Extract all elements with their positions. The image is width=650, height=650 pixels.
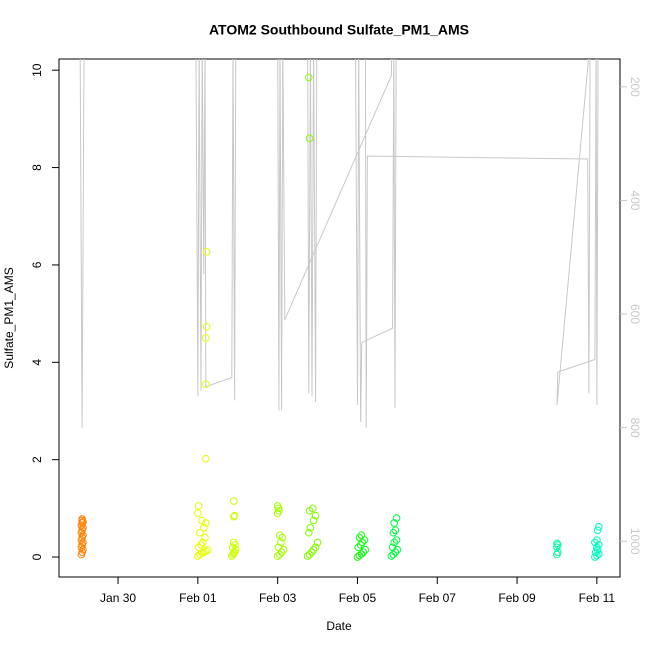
point: [194, 502, 203, 510]
point: [391, 526, 400, 535]
y-tick-label: 8: [30, 164, 44, 171]
point: [275, 531, 284, 539]
point: [194, 509, 202, 518]
y2-tick-label: 400: [628, 190, 642, 210]
point: [202, 247, 211, 256]
point: [304, 73, 313, 82]
y-tick-label: 10: [30, 63, 44, 77]
point: [196, 550, 204, 559]
point: [198, 538, 207, 547]
point: [307, 548, 316, 556]
point: [357, 550, 366, 558]
point: [309, 545, 318, 554]
point: [593, 551, 601, 560]
point: [593, 543, 601, 552]
x-tick-label: Feb 07: [419, 591, 457, 605]
point: [202, 334, 210, 342]
point: [194, 543, 203, 552]
point: [202, 380, 210, 389]
point: [79, 518, 87, 526]
point: [305, 134, 314, 143]
point: [204, 545, 212, 554]
y2-tick-label: 600: [628, 304, 642, 324]
point: [359, 548, 368, 556]
y-tick-label: 0: [30, 553, 44, 560]
x-tick-label: Feb 01: [179, 591, 217, 605]
x-tick-label: Jan 30: [100, 591, 136, 605]
point: [591, 538, 599, 547]
point: [230, 511, 239, 520]
point: [308, 504, 317, 513]
point: [313, 538, 322, 547]
point: [303, 552, 312, 560]
point: [553, 548, 562, 556]
y-axis-label: Sulfate_PM1_AMS: [2, 267, 16, 368]
point: [392, 536, 401, 544]
point: [277, 538, 285, 547]
point: [553, 541, 562, 549]
point: [390, 519, 398, 527]
point: [305, 550, 314, 559]
point: [274, 543, 283, 552]
point: [553, 539, 561, 548]
point: [273, 502, 282, 510]
point: [361, 545, 370, 554]
y-tick-label: 2: [30, 456, 44, 463]
point: [354, 543, 363, 552]
plot-frame: [58, 58, 621, 578]
point: [228, 543, 237, 552]
point: [304, 528, 313, 537]
x-tick-label: Feb 03: [259, 591, 297, 605]
point: [392, 514, 401, 522]
point: [595, 523, 603, 531]
y2-tick-label: 1000: [628, 528, 642, 555]
point: [591, 548, 600, 556]
point: [387, 552, 396, 560]
point: [229, 538, 238, 547]
point: [202, 454, 210, 463]
point: [202, 519, 210, 527]
x-tick-label: Feb 11: [579, 591, 616, 605]
point: [357, 531, 366, 539]
point: [275, 550, 284, 559]
point: [311, 511, 320, 520]
point: [196, 528, 204, 537]
point: [306, 524, 315, 532]
point-layer: [77, 73, 603, 561]
point: [309, 516, 318, 525]
point: [202, 322, 211, 331]
pressure-line: [79, 59, 599, 428]
x-tick-label: Feb 05: [339, 591, 377, 605]
chart-title: ATOM2 Southbound Sulfate_PM1_AMS: [209, 22, 469, 38]
x-axis-label: Date: [326, 619, 352, 633]
y-tick-label: 4: [30, 359, 44, 366]
x-tick-label: Feb 09: [498, 591, 536, 605]
point: [78, 515, 86, 523]
point: [201, 533, 209, 542]
point: [595, 541, 603, 549]
point: [200, 524, 208, 532]
point: [78, 519, 86, 527]
y2-tick-label: 200: [628, 77, 642, 97]
point: [389, 550, 398, 559]
point: [393, 545, 402, 554]
line-layer: [79, 59, 599, 428]
point: [388, 543, 397, 552]
point: [390, 538, 398, 547]
point: [355, 533, 364, 542]
y2-tick-label: 800: [628, 418, 642, 438]
point: [311, 543, 320, 552]
point: [389, 528, 398, 537]
point: [593, 526, 602, 535]
y-tick-label: 6: [30, 261, 44, 268]
point: [273, 552, 282, 560]
point: [202, 547, 210, 555]
point: [593, 536, 601, 544]
point: [229, 497, 238, 505]
point: [198, 516, 206, 525]
point: [229, 512, 238, 521]
